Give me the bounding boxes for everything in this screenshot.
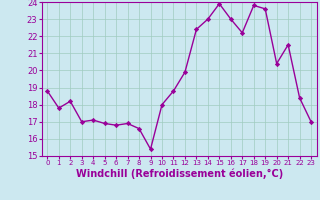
X-axis label: Windchill (Refroidissement éolien,°C): Windchill (Refroidissement éolien,°C) xyxy=(76,169,283,179)
